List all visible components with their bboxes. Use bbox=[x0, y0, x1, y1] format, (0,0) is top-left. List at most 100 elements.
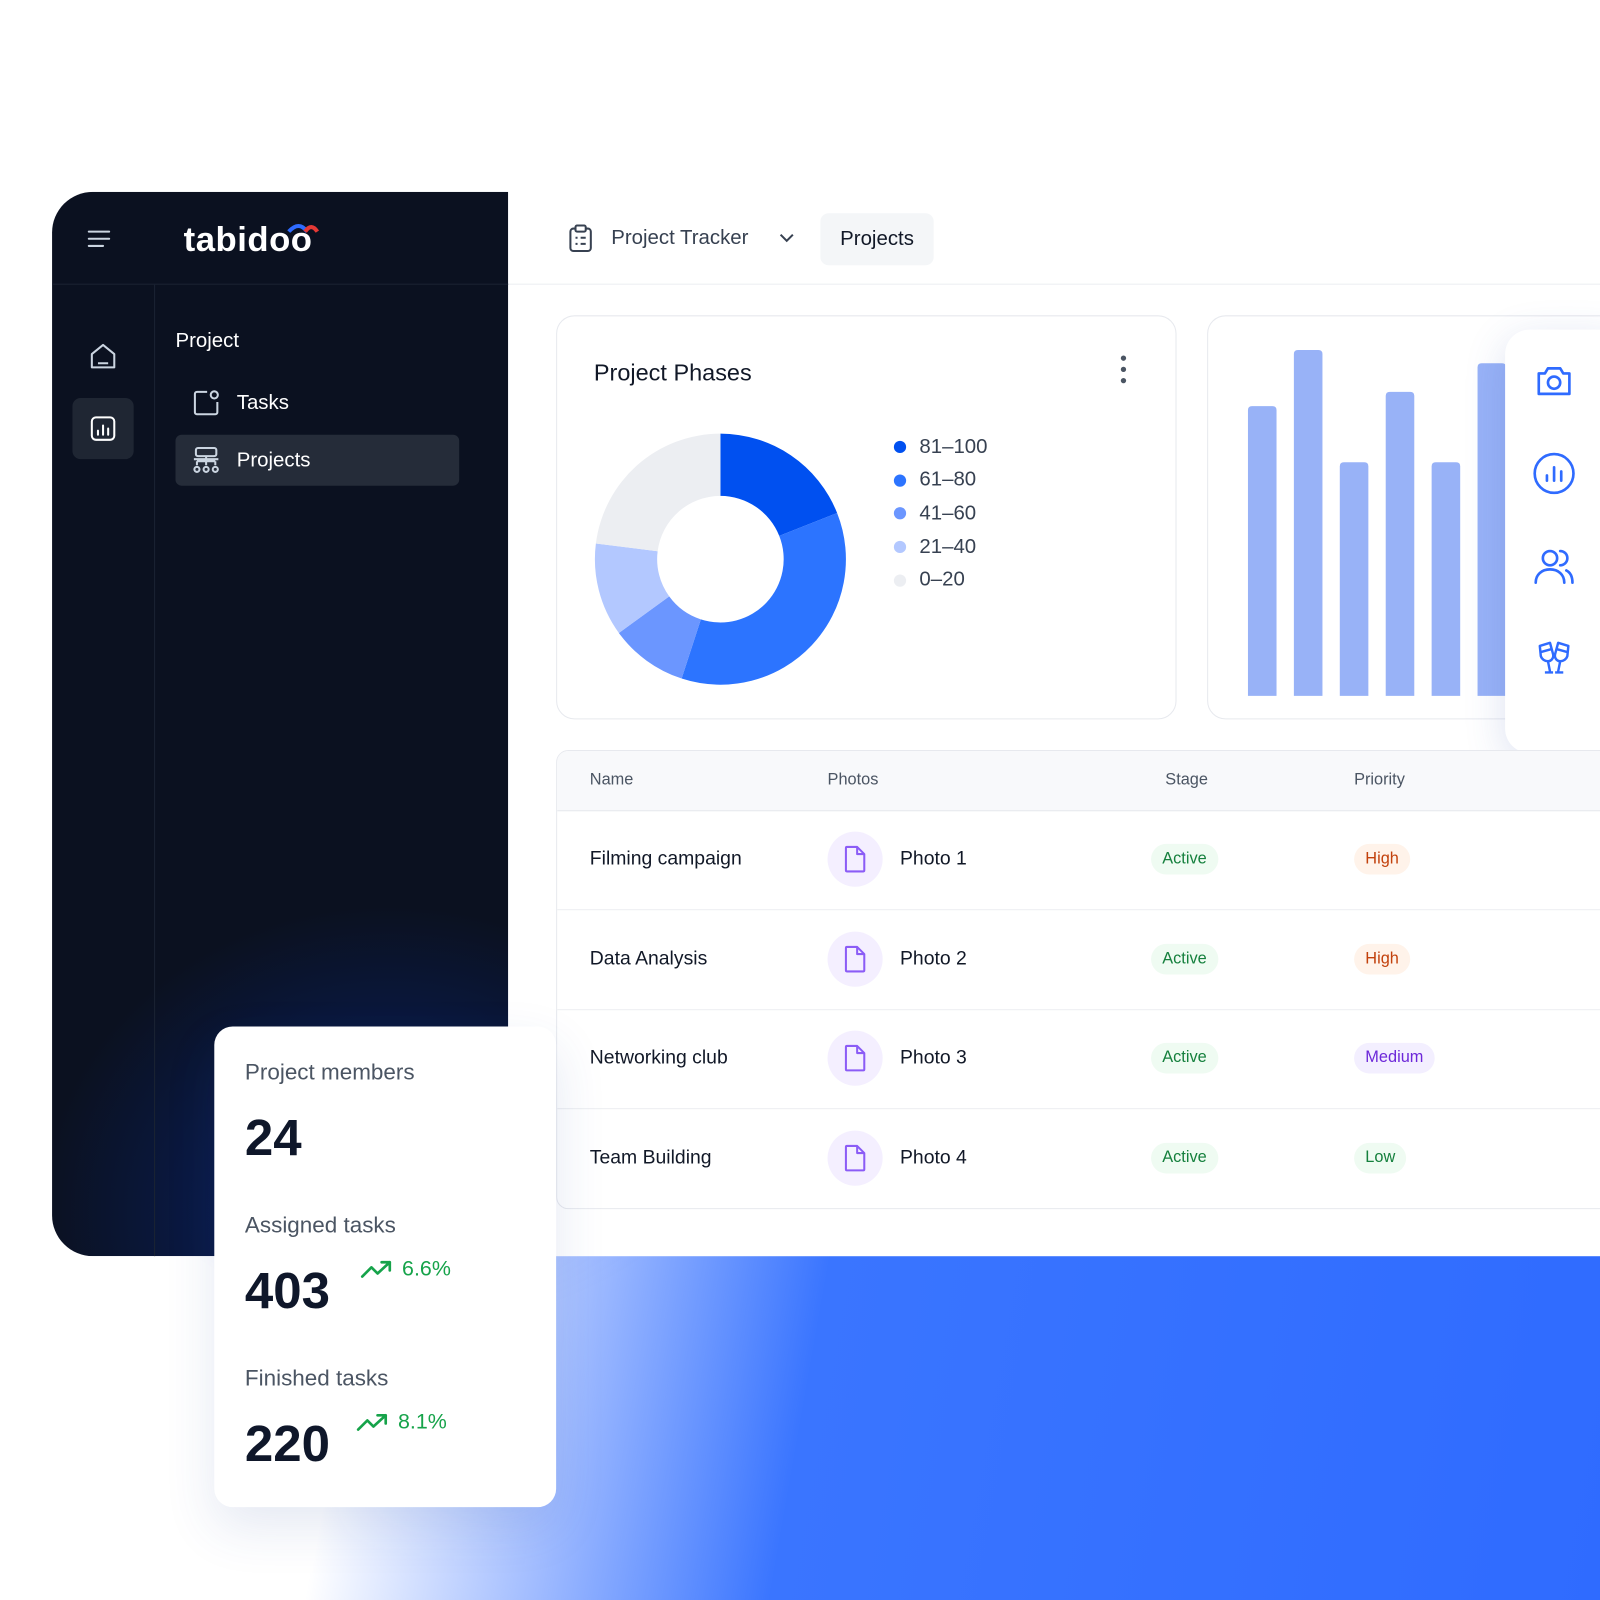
column-header[interactable]: Stage bbox=[1165, 771, 1208, 789]
donut-segment bbox=[594, 543, 670, 633]
table-row: Team Building Photo 4 Active Low bbox=[557, 1109, 1600, 1209]
table-row: Networking club Photo 3 Active Medium bbox=[557, 1009, 1600, 1110]
stage-badge: Active bbox=[1151, 1042, 1218, 1074]
donut-segment bbox=[681, 512, 846, 685]
project-name: Data Analysis bbox=[589, 947, 708, 969]
tasks-icon bbox=[193, 390, 219, 416]
stage-badge: Active bbox=[1151, 943, 1218, 974]
cheers-icon[interactable] bbox=[1534, 638, 1575, 679]
bar bbox=[1477, 363, 1507, 696]
document-icon bbox=[844, 945, 866, 972]
tab[interactable]: Projects bbox=[820, 213, 934, 266]
change-text: 6.6% bbox=[402, 1257, 451, 1281]
legend-entry: 0–20 bbox=[893, 568, 965, 592]
file-icon[interactable] bbox=[827, 1130, 883, 1186]
home-icon bbox=[90, 343, 116, 369]
table: Name Photos Stage Priority Filming campa… bbox=[556, 749, 1600, 1210]
bar-chart bbox=[1247, 349, 1507, 696]
stat-value: 24 bbox=[244, 1109, 302, 1167]
column-header[interactable]: Name bbox=[589, 771, 634, 789]
donut-segment bbox=[595, 433, 721, 552]
tool-panel bbox=[1505, 329, 1600, 754]
photo-name: Photo 3 bbox=[899, 1046, 967, 1069]
bar bbox=[1293, 349, 1323, 696]
bar bbox=[1431, 462, 1461, 696]
trend-icon bbox=[360, 1260, 392, 1278]
nav-item[interactable]: Projects bbox=[175, 434, 460, 486]
legend-label: 41–60 bbox=[919, 501, 977, 525]
nav-item[interactable]: Tasks bbox=[176, 378, 460, 429]
document-icon bbox=[844, 845, 866, 873]
photo-name: Photo 4 bbox=[899, 1146, 967, 1168]
legend-entry: 21–40 bbox=[893, 535, 977, 559]
priority-badge: High bbox=[1354, 943, 1411, 974]
stat-label: Finished tasks bbox=[244, 1365, 389, 1391]
bar bbox=[1339, 462, 1369, 696]
project-name: Networking club bbox=[589, 1046, 728, 1069]
photo-name: Photo 2 bbox=[899, 947, 967, 969]
document-icon bbox=[844, 1044, 866, 1072]
table-row: Filming campaign Photo 1 Active High bbox=[557, 810, 1600, 911]
priority-badge: Low bbox=[1354, 1142, 1407, 1173]
legend-dot bbox=[893, 540, 907, 554]
column-header[interactable]: Photos bbox=[827, 771, 879, 789]
legend-dot bbox=[893, 574, 907, 587]
users-icon[interactable] bbox=[1532, 544, 1577, 589]
breadcrumb[interactable]: Project Tracker bbox=[611, 226, 749, 249]
nav-label: Projects bbox=[236, 448, 311, 471]
stat-label: Assigned tasks bbox=[244, 1212, 396, 1238]
legend-label: 81–100 bbox=[919, 435, 988, 458]
photo-name: Photo 1 bbox=[899, 847, 967, 870]
stat-change: 8.1% bbox=[355, 1410, 447, 1434]
divider bbox=[154, 284, 156, 1257]
legend-entry: 61–80 bbox=[893, 468, 977, 492]
table-row: Data Analysis Photo 2 Active High bbox=[557, 910, 1600, 1010]
report-icon[interactable] bbox=[1532, 451, 1577, 496]
chevron-icon[interactable] bbox=[778, 231, 796, 245]
column-header[interactable]: Priority bbox=[1354, 771, 1405, 789]
chart-card: Project Phases 81–100 61–80 41–60 21–40 0–20 bbox=[556, 315, 1177, 720]
project-name: Filming campaign bbox=[589, 847, 742, 870]
divider bbox=[508, 283, 1600, 285]
logo-accent bbox=[287, 224, 320, 233]
menu-icon[interactable] bbox=[87, 229, 111, 249]
priority-badge: High bbox=[1354, 843, 1411, 875]
chart-title: Project Phases bbox=[593, 359, 752, 386]
stat-value: 220 bbox=[244, 1415, 331, 1473]
more-icon[interactable] bbox=[1116, 353, 1130, 386]
camera-icon[interactable] bbox=[1534, 360, 1575, 401]
legend-label: 0–20 bbox=[919, 568, 965, 592]
donut-chart bbox=[594, 433, 846, 685]
stats-card: Project members 24 Assigned tasks 403 6.… bbox=[214, 1026, 557, 1508]
legend-dot bbox=[893, 440, 907, 454]
home-button[interactable] bbox=[72, 326, 133, 387]
file-icon[interactable] bbox=[827, 931, 883, 987]
legend-entry: 41–60 bbox=[893, 501, 977, 525]
table-header: Name Photos Stage Priority bbox=[557, 751, 1600, 812]
clipboard-icon bbox=[569, 224, 592, 253]
file-icon[interactable] bbox=[827, 1030, 883, 1086]
stat-change: 6.6% bbox=[359, 1257, 451, 1281]
legend-dot bbox=[893, 474, 907, 487]
donut-segment bbox=[618, 596, 701, 679]
nav-label: Tasks bbox=[236, 391, 289, 414]
projects-icon bbox=[193, 446, 219, 473]
legend-entry: 81–100 bbox=[893, 435, 988, 459]
legend-dot bbox=[893, 507, 907, 520]
stage-badge: Active bbox=[1151, 1142, 1218, 1173]
stage-badge: Active bbox=[1151, 843, 1218, 875]
donut-segment bbox=[720, 433, 838, 536]
bar bbox=[1385, 391, 1415, 696]
bar bbox=[1247, 406, 1277, 696]
file-icon[interactable] bbox=[827, 831, 883, 887]
legend-label: 61–80 bbox=[919, 468, 977, 492]
logo[interactable]: tabidoo bbox=[183, 220, 313, 260]
document-icon bbox=[844, 1144, 866, 1171]
section-title: Project bbox=[175, 329, 240, 353]
legend-label: 21–40 bbox=[919, 535, 977, 558]
divider bbox=[52, 283, 509, 285]
reports-button[interactable] bbox=[72, 397, 134, 460]
stat-value: 403 bbox=[244, 1262, 331, 1320]
stat-label: Project members bbox=[244, 1059, 415, 1085]
